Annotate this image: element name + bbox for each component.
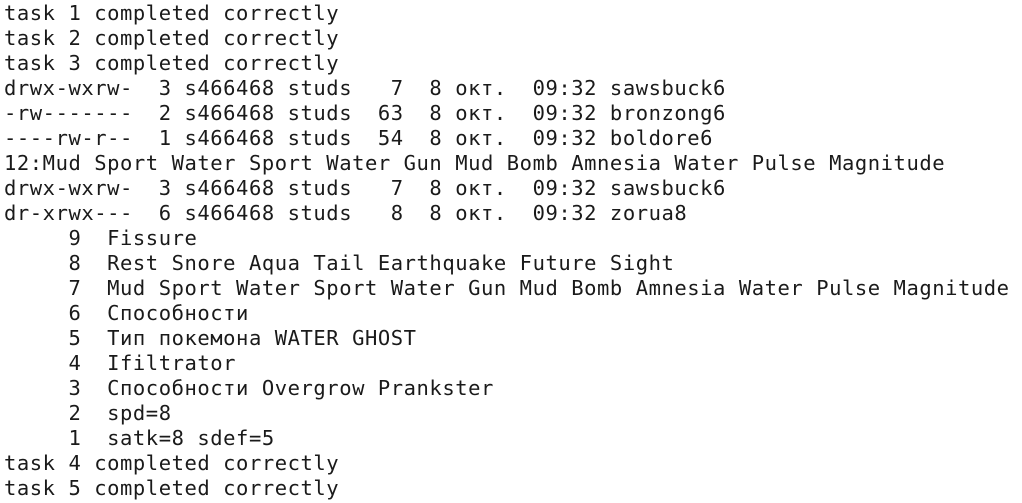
terminal-line: ----rw-r-- 1 s466468 studs 54 8 окт. 09:… xyxy=(4,126,714,150)
terminal-line: task 3 completed correctly xyxy=(4,51,340,75)
terminal-line: drwx-wxrw- 3 s466468 studs 7 8 окт. 09:3… xyxy=(4,76,726,100)
terminal-line: dr-xrwx--- 6 s466468 studs 8 8 окт. 09:3… xyxy=(4,201,688,225)
terminal-line: 9 Fissure xyxy=(4,226,198,250)
terminal-line: 3 Способности Overgrow Prankster xyxy=(4,376,494,400)
terminal-line: 1 satk=8 sdef=5 xyxy=(4,426,275,450)
terminal-line: 5 Тип покемона WATER GHOST xyxy=(4,326,417,350)
terminal-line: 4 Ifiltrator xyxy=(4,351,237,375)
terminal-line: task 2 completed correctly xyxy=(4,26,340,50)
terminal-line: 12:Mud Sport Water Sport Water Gun Mud B… xyxy=(4,151,946,175)
terminal-line: -rw------- 2 s466468 studs 63 8 окт. 09:… xyxy=(4,101,726,125)
terminal-line: 8 Rest Snore Aqua Tail Earthquake Future… xyxy=(4,251,675,275)
terminal-line: 6 Способности xyxy=(4,301,249,325)
terminal-line: task 1 completed correctly xyxy=(4,1,340,25)
terminal-line: 2 spd=8 xyxy=(4,401,172,425)
terminal-output: task 1 completed correctly task 2 comple… xyxy=(4,1,1010,501)
terminal-line: task 4 completed correctly xyxy=(4,451,340,475)
terminal-line: drwx-wxrw- 3 s466468 studs 7 8 окт. 09:3… xyxy=(4,176,726,200)
terminal-line: 7 Mud Sport Water Sport Water Gun Mud Bo… xyxy=(4,276,1010,300)
terminal-line: task 5 completed correctly xyxy=(4,476,340,500)
